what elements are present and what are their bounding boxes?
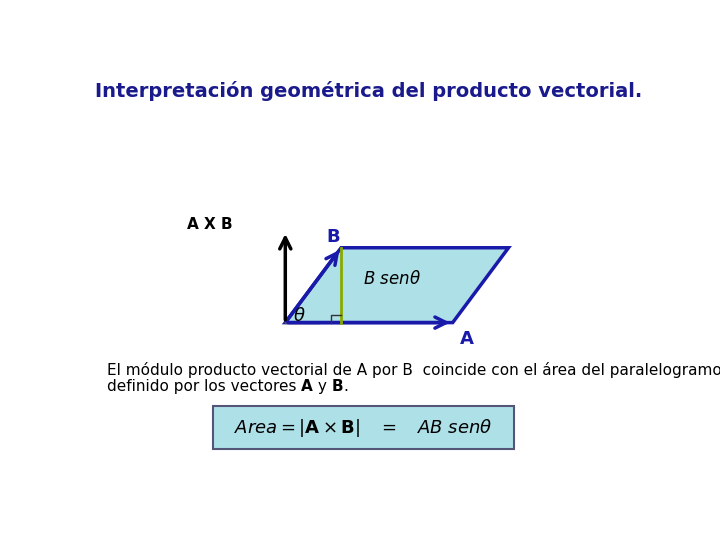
Polygon shape	[285, 248, 508, 322]
Text: A: A	[301, 379, 313, 394]
Text: $\theta$: $\theta$	[293, 307, 305, 326]
Text: B: B	[326, 228, 340, 246]
Text: .: .	[343, 379, 348, 394]
FancyBboxPatch shape	[213, 406, 514, 449]
Text: A X B: A X B	[186, 218, 233, 232]
Text: A: A	[459, 330, 474, 348]
Text: definido por los vectores: definido por los vectores	[107, 379, 301, 394]
Text: $Area = |\mathbf{A}\times\mathbf{B}|$   $=$   $AB\ sen\theta$: $Area = |\mathbf{A}\times\mathbf{B}|$ $=…	[234, 416, 492, 438]
Text: B: B	[332, 379, 343, 394]
Text: $B\ sen\theta$: $B\ sen\theta$	[364, 270, 421, 288]
Text: Interpretación geométrica del producto vectorial.: Interpretación geométrica del producto v…	[95, 82, 643, 102]
Text: El módulo producto vectorial de A por B  coincide con el área del paralelogramo: El módulo producto vectorial de A por B …	[107, 362, 720, 378]
Text: y: y	[313, 379, 332, 394]
